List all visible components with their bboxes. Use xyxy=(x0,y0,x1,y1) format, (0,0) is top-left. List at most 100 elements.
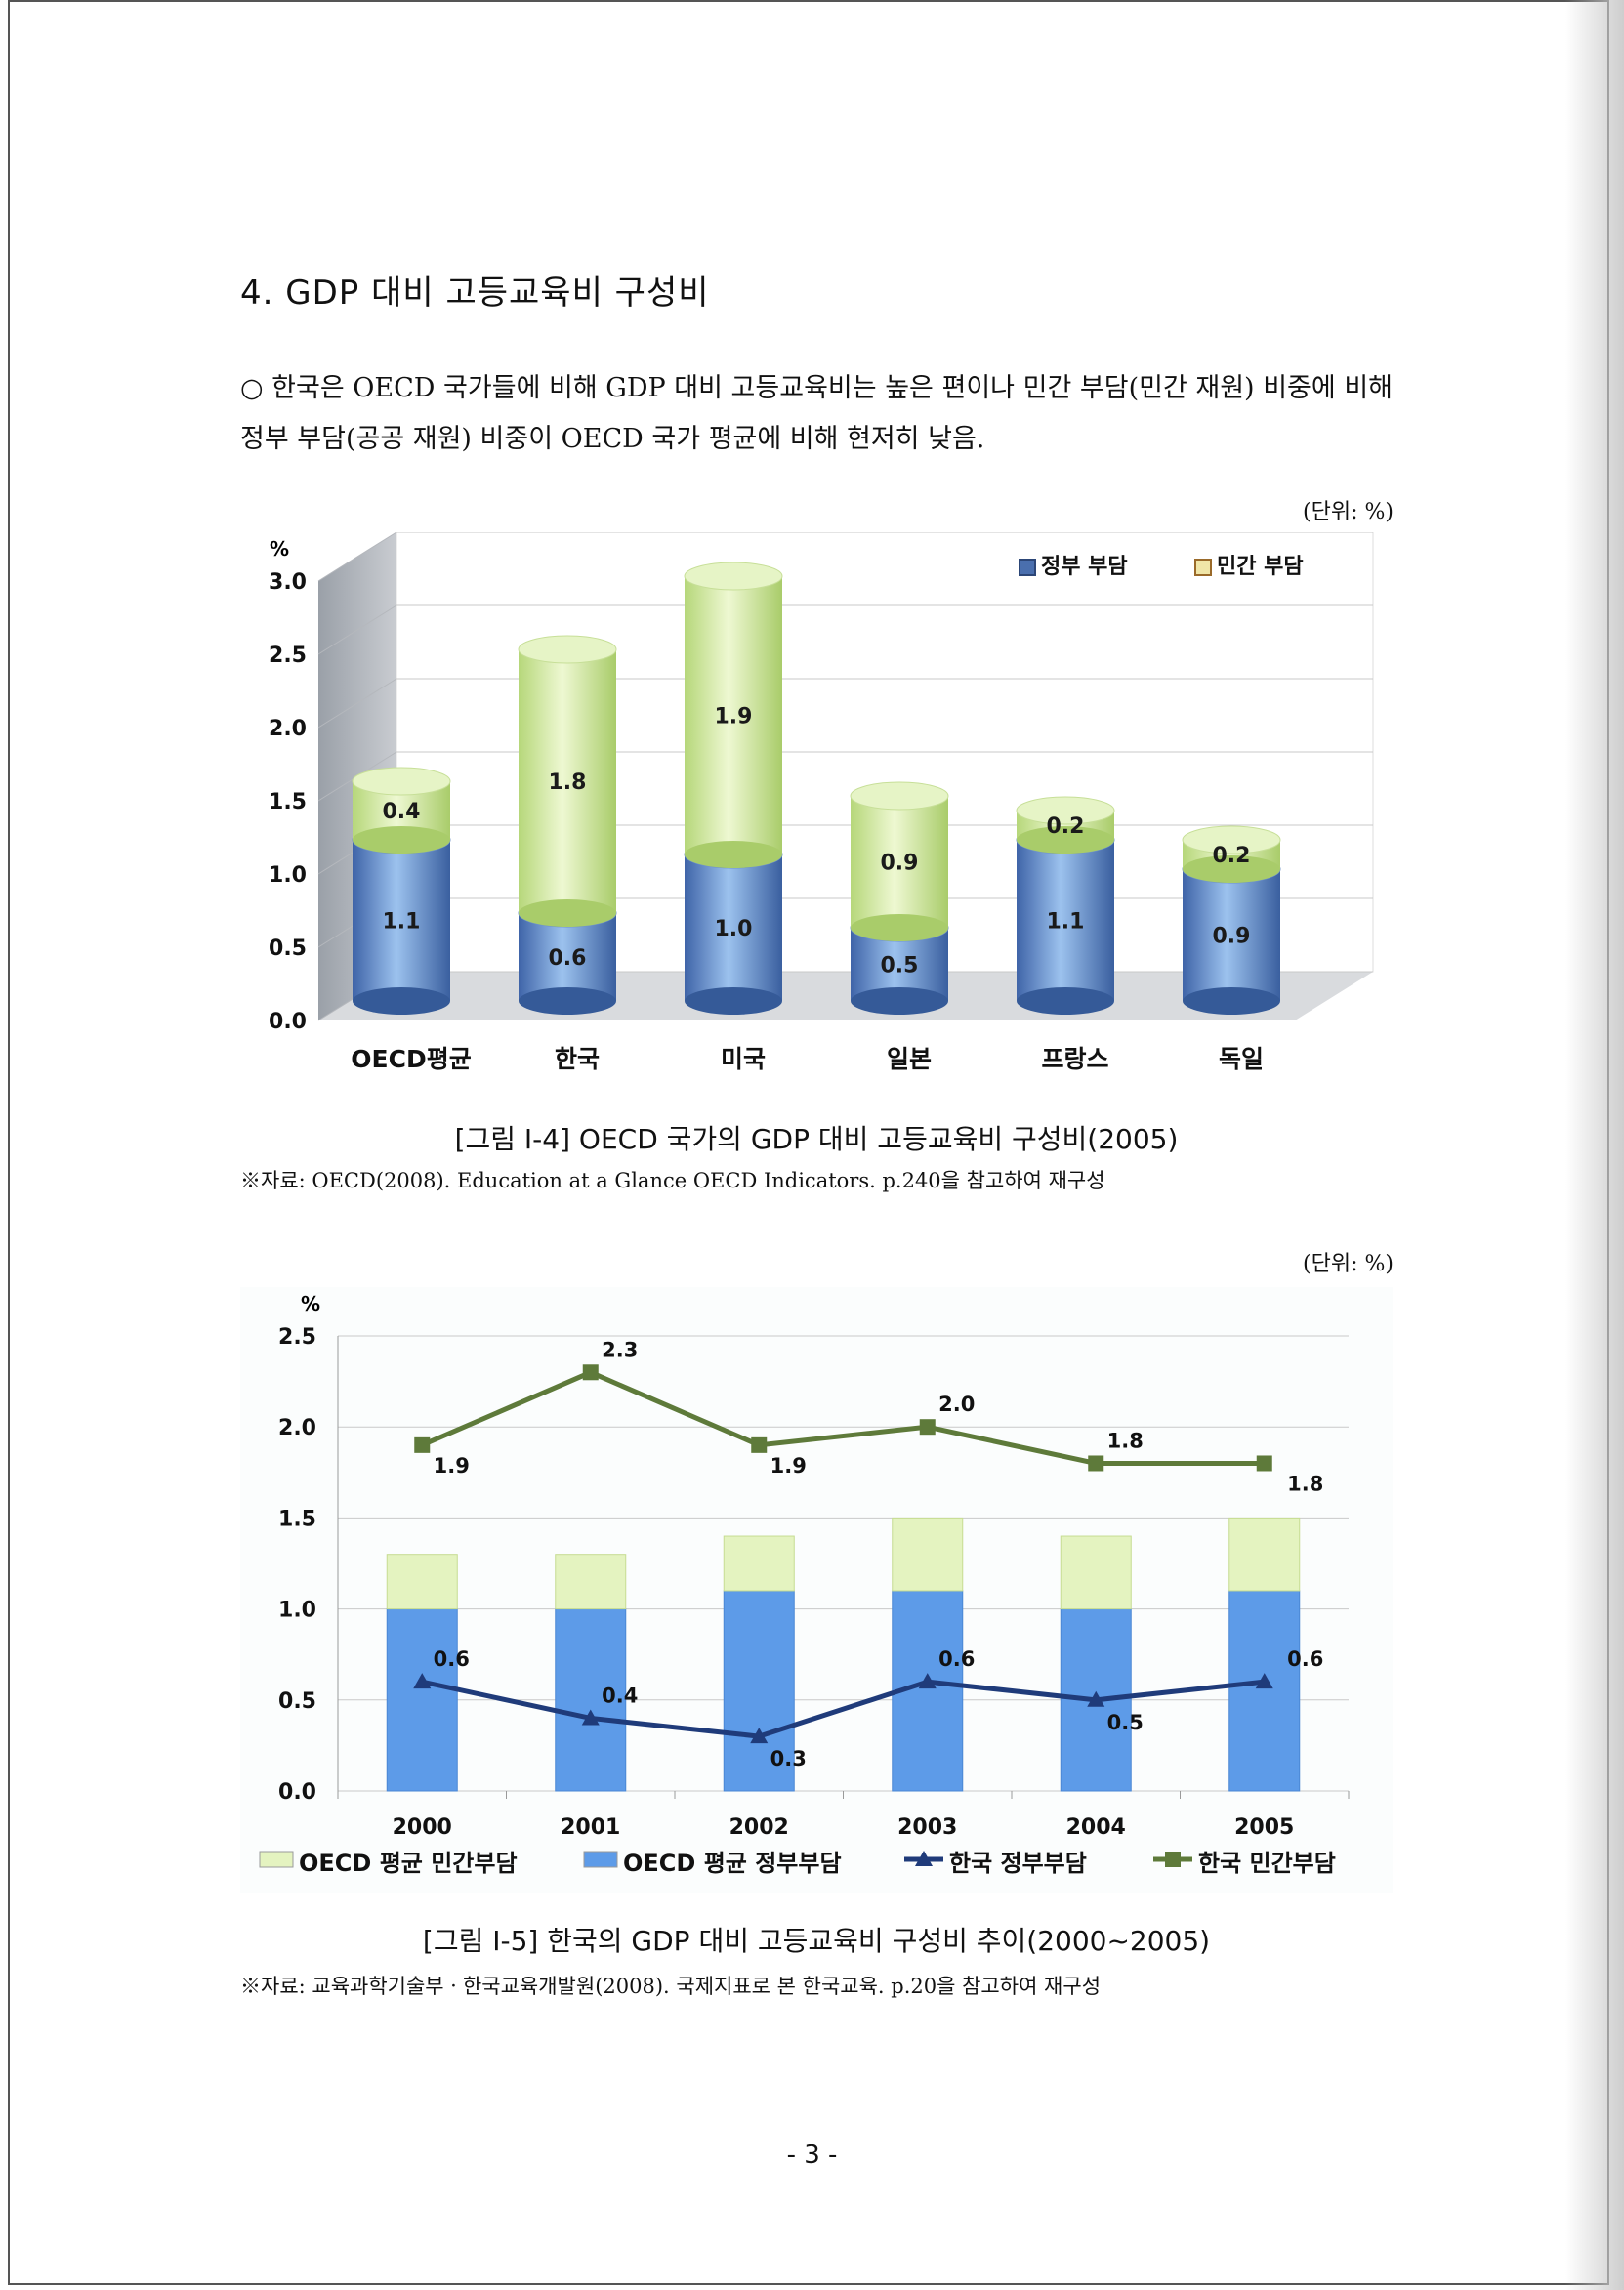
bar-segment xyxy=(386,1554,458,1610)
line-point xyxy=(750,1728,769,1744)
data-label: 0.6 xyxy=(1287,1647,1323,1671)
bar-segment xyxy=(685,854,782,1001)
data-label: 1.8 xyxy=(1107,1429,1144,1452)
y-tick-label: 2.5 xyxy=(278,1325,316,1350)
figure-2-source: ※자료: 교육과학기술부ㆍ한국교육개발원(2008). 국제지표로 본 한국교육… xyxy=(240,1975,1102,1998)
figure-1-source: ※자료: OECD(2008). Education at a Glance O… xyxy=(240,1169,1105,1192)
y-tick-label: 1.0 xyxy=(269,863,307,888)
data-label: 1.9 xyxy=(715,705,753,729)
bar-segment-top xyxy=(352,767,451,796)
data-label: 0.6 xyxy=(938,1647,975,1671)
legend-swatch xyxy=(1019,559,1036,576)
bar-segment-bottom xyxy=(1017,826,1114,854)
figure-2-caption: [그림 Ⅰ-5] 한국의 GDP 대비 고등교육비 구성비 추이(2000~20… xyxy=(422,1925,1211,1957)
bar-segment-top xyxy=(1016,796,1115,825)
x-category-label: 2000 xyxy=(393,1815,452,1840)
y-tick-label: 2.0 xyxy=(278,1416,316,1440)
x-category-label: 2004 xyxy=(1066,1815,1126,1840)
bar-segment-bottom xyxy=(519,899,616,927)
bar-segment-bottom xyxy=(1183,987,1280,1015)
data-label: 0.3 xyxy=(770,1747,807,1770)
series-line xyxy=(421,1679,1266,1739)
legend-swatch xyxy=(583,1851,618,1868)
line-point xyxy=(751,1436,768,1453)
legend-label: OECD 평균 민간부담 xyxy=(299,1850,518,1877)
legend-label: OECD 평균 정부부담 xyxy=(623,1850,842,1877)
legend-label: 한국 민간부담 xyxy=(1198,1850,1336,1877)
line-point xyxy=(1256,1455,1272,1472)
x-category-label: OECD평균 xyxy=(351,1045,471,1073)
bar-segment-bottom xyxy=(851,914,948,941)
data-label: 2.0 xyxy=(938,1393,975,1416)
data-label: 1.1 xyxy=(383,910,421,935)
page-number: - 3 - xyxy=(786,2141,838,2170)
legend-label: 민간 부담 xyxy=(1217,555,1304,579)
bar-segment xyxy=(386,1608,458,1792)
figure-2: 0.0 0.5 1.0 1.5 2.0 2.5% 2000 2001 2002 2003 2004 2… xyxy=(240,1287,1393,2010)
x-category-label: 2005 xyxy=(1234,1815,1294,1840)
data-label: 0.6 xyxy=(549,946,587,971)
data-label: 1.8 xyxy=(1287,1472,1323,1495)
bar-segment-top xyxy=(850,781,949,811)
y-tick-label: 3.0 xyxy=(269,570,307,595)
x-category-label: 2001 xyxy=(561,1815,620,1840)
data-label: 1.9 xyxy=(434,1454,470,1478)
y-axis-unit: % xyxy=(270,537,289,561)
bar-segment xyxy=(685,576,782,854)
data-label: 0.5 xyxy=(1107,1711,1144,1734)
bar-segment xyxy=(892,1517,964,1592)
unit-label-fig1: (단위: %) xyxy=(1303,500,1394,524)
legend-swatch xyxy=(1194,559,1212,576)
bar-segment-bottom xyxy=(353,826,450,854)
x-category-label: 2002 xyxy=(729,1815,789,1840)
y-tick-label: 0.5 xyxy=(278,1689,316,1714)
legend-label: 한국 정부부담 xyxy=(949,1850,1087,1877)
bar-segment-top xyxy=(1182,825,1281,854)
data-label: 0.5 xyxy=(881,954,919,978)
bar-segment xyxy=(851,796,948,928)
line-point xyxy=(414,1436,431,1453)
x-category-label: 한국 xyxy=(555,1045,600,1073)
y-axis-unit: % xyxy=(301,1292,320,1315)
legend-swatch-marker xyxy=(915,1851,933,1866)
data-label: 0.9 xyxy=(881,852,919,876)
x-category-label: 2003 xyxy=(897,1815,957,1840)
unit-label-fig2: (단위: %) xyxy=(1303,1252,1394,1276)
line-point xyxy=(413,1673,432,1689)
y-tick-label: 2.5 xyxy=(269,644,307,668)
page-edge-shadow xyxy=(1565,0,1624,2290)
legend-swatch-marker xyxy=(1165,1852,1181,1867)
bar-segment-bottom xyxy=(519,987,616,1015)
data-label: 0.6 xyxy=(434,1647,470,1671)
grid-diagonal xyxy=(317,678,397,729)
section-heading: 4. GDP 대비 고등교육비 구성비 xyxy=(240,273,710,312)
y-tick-label: 1.0 xyxy=(278,1599,316,1623)
bar-segment xyxy=(519,649,616,913)
bar-segment-bottom xyxy=(685,987,782,1015)
bar-segment xyxy=(723,1535,795,1592)
data-label: 0.2 xyxy=(1213,844,1251,868)
bar-segment-bottom xyxy=(1017,987,1114,1015)
line-point xyxy=(918,1673,937,1689)
line-point xyxy=(582,1364,599,1381)
line-point xyxy=(1088,1455,1104,1472)
y-tick-label: 0.0 xyxy=(269,1010,307,1034)
data-label: 1.1 xyxy=(1047,910,1085,935)
y-tick-label: 2.0 xyxy=(269,717,307,741)
bar-segment xyxy=(555,1554,627,1610)
data-label: 2.3 xyxy=(602,1338,638,1361)
data-label: 1.8 xyxy=(549,770,587,795)
data-label: 1.0 xyxy=(715,917,753,941)
x-category-label: 미국 xyxy=(721,1045,766,1073)
figure-1: 0.0 0.5 1.0 1.5 2.0 2.5 3.0% 정부 부담 민간 부담 1.1 0.4 O… xyxy=(240,531,1393,1196)
bar-segment-top xyxy=(518,635,617,664)
y-tick-label: 1.5 xyxy=(278,1507,316,1531)
bar-segment-bottom xyxy=(353,987,450,1015)
y-tick-label: 1.5 xyxy=(269,790,307,814)
bar-segment-bottom xyxy=(851,987,948,1015)
data-label: 0.4 xyxy=(602,1684,638,1707)
bar-segment xyxy=(1183,869,1280,1001)
line-point xyxy=(919,1419,936,1436)
bar-segment-bottom xyxy=(1183,855,1280,883)
grid-diagonal xyxy=(317,604,397,655)
